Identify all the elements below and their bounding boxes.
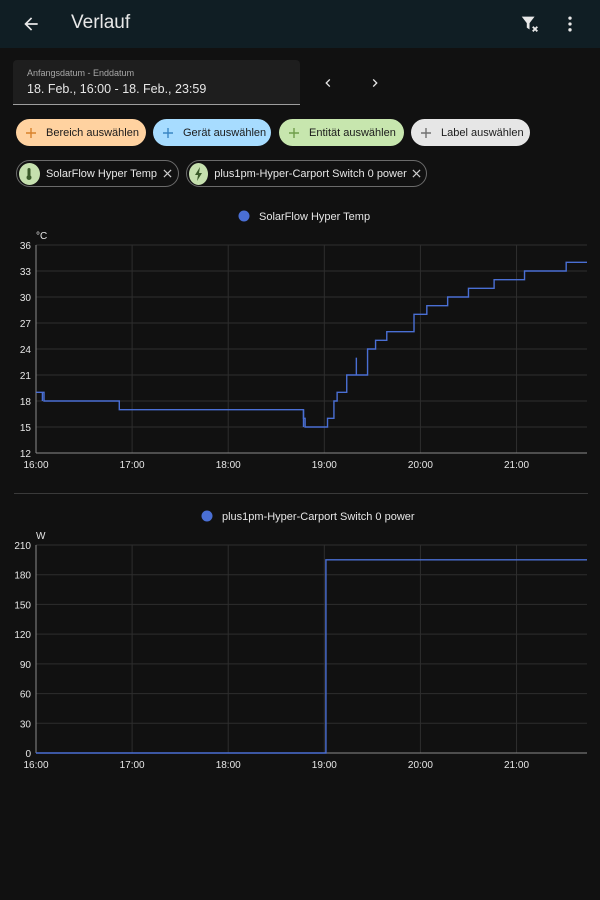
- y-tick-label: 210: [14, 541, 31, 552]
- chevron-right-icon: [372, 79, 378, 87]
- page-title: Verlauf: [71, 12, 131, 33]
- x-tick-label: 19:00: [312, 760, 337, 771]
- y-tick-label: 27: [20, 319, 32, 330]
- plus-icon: [16, 127, 46, 139]
- thermometer-icon: [19, 162, 40, 185]
- plus-icon: [153, 127, 183, 139]
- y-tick-label: 90: [20, 660, 32, 671]
- chart-divider: [14, 493, 588, 494]
- y-tick-label: 30: [20, 719, 32, 730]
- more-options-button[interactable]: [550, 4, 590, 44]
- series-line[interactable]: [36, 559, 587, 754]
- y-tick-label: 180: [14, 571, 31, 582]
- entity-chip-label: SolarFlow Hyper Temp: [45, 167, 158, 180]
- y-tick-label: 120: [14, 630, 31, 641]
- chip-label: Bereich auswählen: [46, 126, 139, 139]
- x-tick-label: 19:00: [312, 460, 337, 471]
- y-tick-label: 30: [20, 293, 32, 304]
- y-tick-label: 15: [20, 423, 32, 434]
- flash-icon: [189, 162, 209, 185]
- legend-marker[interactable]: [238, 210, 250, 222]
- select-label-chip[interactable]: Label auswählen: [411, 119, 530, 146]
- entity-chip-carport-power[interactable]: plus1pm-Hyper-Carport Switch 0 power: [186, 160, 427, 187]
- entity-chip-label: plus1pm-Hyper-Carport Switch 0 power: [214, 167, 407, 180]
- y-tick-label: 150: [14, 600, 31, 611]
- select-entity-chip[interactable]: Entität auswählen: [279, 119, 404, 146]
- chip-label: Label auswählen: [441, 126, 524, 139]
- dots-vertical-icon: [568, 16, 572, 32]
- x-tick-label: 20:00: [408, 760, 433, 771]
- y-unit-label: °C: [36, 231, 47, 242]
- temperature-history-chart[interactable]: SolarFlow Hyper Temp °C 12 15 18 21 24 27 30 33 36…: [0, 200, 600, 480]
- top-app-bar: Verlauf: [0, 0, 600, 48]
- y-tick-label: 36: [20, 241, 32, 252]
- x-tick-label: 16:00: [23, 460, 48, 471]
- series-line[interactable]: [36, 261, 587, 428]
- y-tick-label: 0: [25, 749, 31, 760]
- power-history-chart[interactable]: plus1pm-Hyper-Carport Switch 0 power W 0 30…: [0, 500, 600, 780]
- select-area-chip[interactable]: Bereich auswählen: [16, 119, 146, 146]
- y-tick-label: 24: [20, 345, 32, 356]
- y-unit-label: W: [36, 531, 46, 542]
- plus-icon: [411, 127, 441, 139]
- x-tick-label: 20:00: [408, 460, 433, 471]
- close-icon[interactable]: [407, 169, 426, 178]
- close-icon[interactable]: [157, 169, 178, 178]
- x-tick-label: 21:00: [504, 760, 529, 771]
- y-tick-label: 60: [20, 690, 32, 701]
- arrow-left-icon: [24, 17, 38, 31]
- plus-icon: [279, 127, 309, 139]
- x-tick-label: 18:00: [216, 760, 241, 771]
- entity-chip-solarflow-temp[interactable]: SolarFlow Hyper Temp: [16, 160, 179, 187]
- next-period-button[interactable]: [355, 63, 395, 103]
- clear-filter-button[interactable]: [510, 4, 550, 44]
- y-tick-label: 21: [20, 371, 32, 382]
- legend-label[interactable]: plus1pm-Hyper-Carport Switch 0 power: [222, 511, 415, 523]
- x-tick-label: 17:00: [120, 760, 145, 771]
- previous-period-button[interactable]: [308, 63, 348, 103]
- legend-label[interactable]: SolarFlow Hyper Temp: [259, 211, 370, 223]
- back-button[interactable]: [11, 4, 51, 44]
- date-range-label: Anfangsdatum - Enddatum: [27, 68, 135, 78]
- filter-remove-icon: [521, 16, 538, 32]
- y-tick-label: 12: [20, 449, 32, 460]
- y-tick-label: 18: [20, 397, 32, 408]
- x-tick-label: 21:00: [504, 460, 529, 471]
- legend-marker[interactable]: [201, 510, 213, 522]
- x-tick-label: 18:00: [216, 460, 241, 471]
- x-tick-label: 17:00: [120, 460, 145, 471]
- chip-label: Entität auswählen: [309, 126, 396, 139]
- chevron-left-icon: [325, 79, 331, 87]
- y-tick-label: 33: [20, 267, 32, 278]
- chip-label: Gerät auswählen: [183, 126, 267, 139]
- x-tick-label: 16:00: [23, 760, 48, 771]
- date-range-value: 18. Feb., 16:00 - 18. Feb., 23:59: [27, 82, 207, 96]
- select-device-chip[interactable]: Gerät auswählen: [153, 119, 271, 146]
- date-range-picker[interactable]: Anfangsdatum - Enddatum 18. Feb., 16:00 …: [13, 60, 300, 105]
